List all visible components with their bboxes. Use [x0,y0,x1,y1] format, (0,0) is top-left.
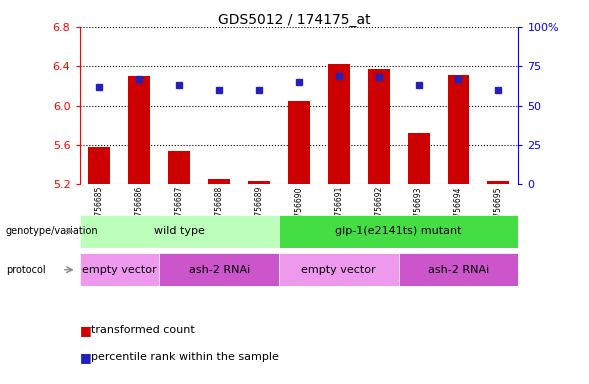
Bar [279,215,518,248]
Bar [288,101,310,184]
Bar [128,76,150,184]
Text: empty vector: empty vector [302,265,376,275]
Text: GSM756687: GSM756687 [175,186,184,232]
Text: GSM756688: GSM756688 [214,186,224,232]
Text: ash-2 RNAi: ash-2 RNAi [188,265,250,275]
Text: protocol: protocol [6,265,45,275]
Text: ■: ■ [80,324,91,337]
Bar [399,253,518,286]
Bar [488,181,509,184]
Text: GSM756693: GSM756693 [414,186,423,233]
Bar [248,181,270,184]
Text: ash-2 RNAi: ash-2 RNAi [428,265,489,275]
Text: wild type: wild type [154,226,205,237]
Bar [80,253,159,286]
Text: transformed count: transformed count [91,325,195,335]
Text: GSM756689: GSM756689 [254,186,263,232]
Bar [448,75,469,184]
Bar [159,253,279,286]
Text: empty vector: empty vector [82,265,157,275]
Text: genotype/variation: genotype/variation [6,226,98,237]
Text: GSM756685: GSM756685 [95,186,104,232]
Text: GSM756694: GSM756694 [454,186,463,233]
Bar [208,179,230,184]
Text: GDS5012 / 174175_at: GDS5012 / 174175_at [218,13,371,27]
Bar [328,64,350,184]
Text: GSM756690: GSM756690 [294,186,303,233]
Bar [408,133,429,184]
Bar [279,253,399,286]
Text: GSM756692: GSM756692 [374,186,383,232]
Text: GSM756691: GSM756691 [335,186,343,232]
Text: ■: ■ [80,351,91,364]
Bar [80,215,279,248]
Text: glp-1(e2141ts) mutant: glp-1(e2141ts) mutant [335,226,462,237]
Text: percentile rank within the sample: percentile rank within the sample [91,352,279,362]
Bar [368,69,390,184]
Text: GSM756686: GSM756686 [135,186,144,232]
Text: GSM756695: GSM756695 [494,186,503,233]
Bar [88,147,110,184]
Bar [168,151,190,184]
